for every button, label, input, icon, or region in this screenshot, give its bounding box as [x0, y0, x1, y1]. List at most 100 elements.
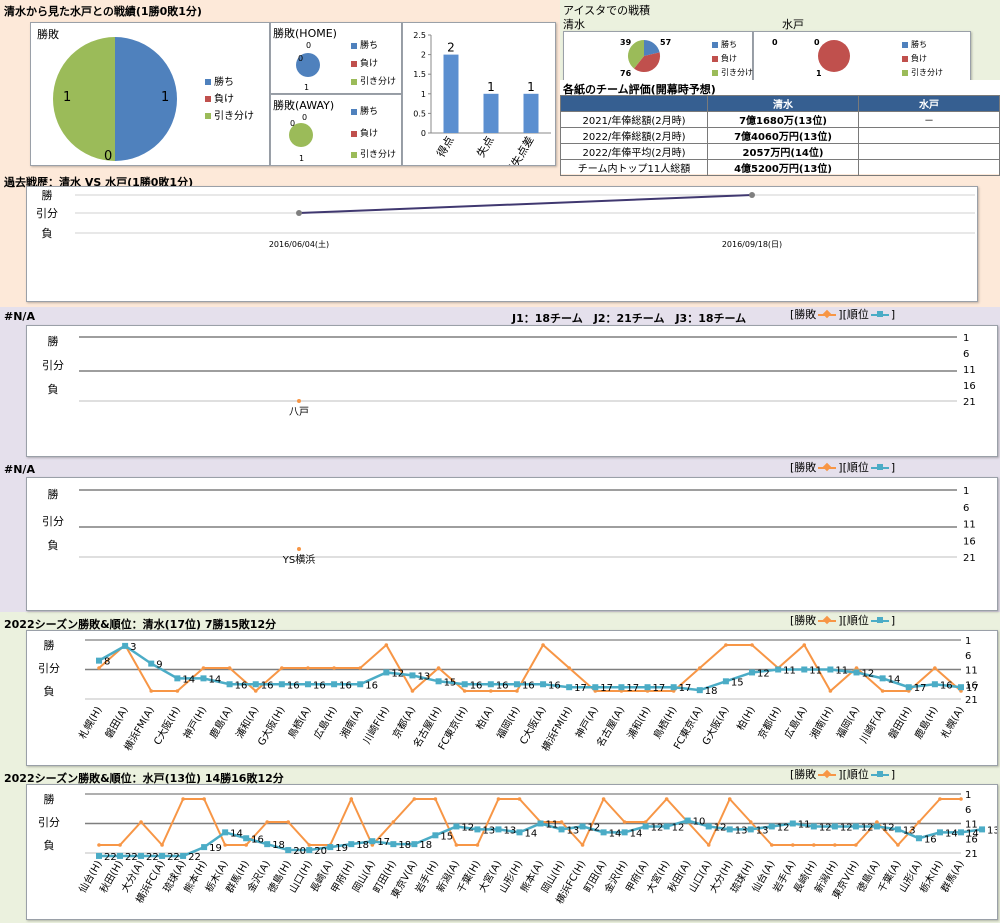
x-tick-label: 札幌(A) [938, 704, 967, 741]
result-point [332, 666, 336, 670]
away-pie: 0 0 1 [289, 113, 313, 163]
rank-data-label: 18 [356, 840, 369, 851]
rank-data-label: 12 [651, 822, 664, 833]
rank-tick-label: 1 [963, 486, 969, 497]
head-to-head-title: 清水から見た水戸との戦績(1勝0敗1分) [4, 5, 202, 18]
x-tick-label: 札幌(H) [76, 704, 105, 741]
result-point [706, 843, 711, 847]
rank-tick-label: 21 [965, 849, 978, 860]
rank-data-label: 22 [104, 852, 117, 863]
rank-data-label: 16 [470, 680, 483, 691]
result-point [223, 843, 227, 847]
result-point [580, 843, 585, 847]
rank-data-label: 18 [705, 686, 718, 697]
rank-point [304, 681, 311, 688]
x-tick-label: 柏(H) [734, 704, 758, 733]
result-point [306, 666, 310, 670]
rank-point [618, 684, 625, 691]
rank-point [390, 841, 397, 848]
bar-data-label: 1 [527, 80, 535, 94]
rank-data-label: 12 [861, 822, 874, 833]
rank-data-label: 12 [714, 822, 727, 833]
rank-point [684, 817, 691, 824]
rank-data-label: 16 [496, 680, 509, 691]
rank-tick-label: 6 [965, 651, 971, 662]
eval-row: 2022/年俸総額(2月時) 7億4060万円(13位) [560, 127, 1000, 144]
result-point [769, 843, 774, 847]
rank-data-label: 15 [440, 831, 453, 842]
aista-shimizu-panel: 39 57 76 勝ち 負け 引き分け [563, 31, 753, 81]
rank-data-label: 16 [548, 680, 561, 691]
eval-row: チーム内トップ11人総額 4億5200万円(13位) [560, 159, 1000, 176]
rank-data-label: 17 [966, 683, 979, 694]
rank-tick-label: 16 [963, 536, 976, 547]
rank-data-label: 13 [417, 671, 430, 682]
rank-point [432, 832, 439, 839]
goals-bar-chart: 0 0.5 1 1.5 2 2.5 2 得点 1 失点 1 得失点差 [413, 31, 551, 165]
aista-m-legend-loss: 負け [902, 53, 927, 64]
result-point [938, 797, 942, 801]
rank-point [852, 823, 859, 830]
rank-data-label: 16 [365, 680, 378, 691]
x-tick-label: 京都(A) [389, 704, 418, 741]
x-tick-label: 鳥栖(A) [285, 704, 314, 741]
result-point [724, 643, 728, 647]
season-mito-panel: 勝引分負 1 6 11 16 21 22 22 22 22 22 19 14 16 18 20 20 19 18 17… [26, 784, 998, 920]
rank-point [853, 669, 860, 676]
rank-tick-label: 21 [963, 553, 976, 564]
away-pie-panel: 勝敗(AWAY) 0 0 1 勝ち 負け 引き分け [270, 94, 402, 166]
rank-data-label: 12 [840, 822, 853, 833]
result-point [97, 666, 101, 670]
season-shimizu-panel: 勝引分負 1 6 11 16 21 8 3 9 14 14 16 16 16 16 16 16 12 13 15 16 1… [26, 630, 998, 766]
na1-legend: [勝敗][順位] [790, 308, 896, 321]
x-tick-label: 福岡(A) [834, 704, 863, 741]
rank-data-label: 16 [261, 680, 274, 691]
result-point [880, 689, 885, 693]
rank-tick-label: 16 [963, 381, 976, 392]
rank-point [566, 684, 573, 691]
result-point [358, 666, 363, 670]
rank-data-label: 17 [600, 683, 613, 694]
rank-point [936, 829, 943, 836]
result-point [896, 843, 900, 847]
rank-point [722, 678, 729, 685]
rank-point [117, 852, 124, 859]
x-tick-label: 湘南(H) [807, 704, 836, 741]
rank-point [801, 666, 808, 673]
pie-label-win: 1 [161, 90, 169, 105]
x-tick-label: 浦和(H) [624, 704, 653, 741]
result-point [384, 643, 389, 647]
x-tick-label: 鹿島(H) [912, 704, 941, 741]
y-label: 引分 [42, 514, 64, 528]
y-tick-label: 0 [421, 129, 426, 138]
rank-point [642, 823, 649, 830]
result-line [99, 796, 961, 847]
rank-data-label: 12 [461, 822, 474, 833]
rank-point [348, 841, 355, 848]
rank-point [383, 669, 390, 676]
bar-data-label: 2 [447, 41, 455, 55]
svg-text:39: 39 [620, 38, 632, 47]
overall-pie-title: 勝敗 [37, 28, 59, 41]
result-point [412, 797, 417, 801]
rank-tick-label: 6 [963, 349, 969, 360]
rank-point [122, 642, 129, 649]
result-point [917, 820, 921, 824]
svg-text:57: 57 [660, 38, 671, 47]
rank-data-label: 16 [251, 834, 264, 845]
history-y-label: 勝 [42, 188, 53, 202]
x-tick-label: 福岡(H) [494, 704, 523, 741]
eval-title: 各紙のチーム評価(開幕時予想) [563, 83, 716, 96]
y-label: 負 [44, 685, 55, 698]
history-y-label: 引分 [36, 206, 58, 220]
y-tick-label: 0.5 [413, 109, 426, 118]
rank-data-label: 19 [335, 843, 348, 854]
result-point [727, 797, 732, 801]
rank-point [540, 681, 547, 688]
svg-text:1: 1 [304, 83, 309, 92]
result-point [181, 797, 185, 801]
rank-point [600, 829, 607, 836]
result-point [541, 643, 545, 647]
